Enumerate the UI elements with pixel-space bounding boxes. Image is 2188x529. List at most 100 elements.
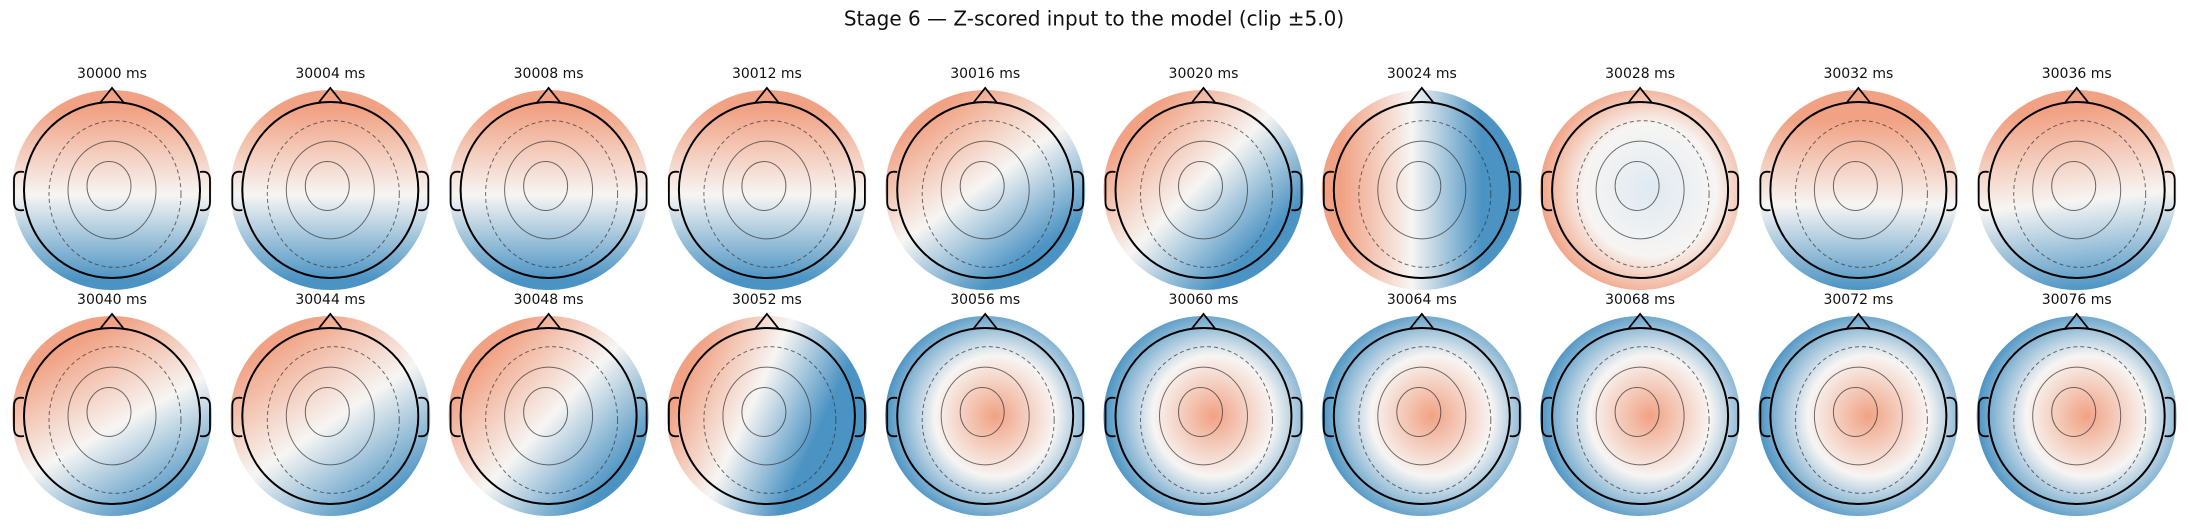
head-outline xyxy=(459,101,638,279)
head-outline xyxy=(1332,327,1511,505)
ear xyxy=(1322,396,1334,438)
contour-line xyxy=(2032,140,2122,240)
nose xyxy=(754,86,780,104)
topomap-field xyxy=(1103,90,1304,290)
contour-line xyxy=(959,161,1005,211)
topomap: 30012 ms xyxy=(666,66,867,290)
topomap: 30016 ms xyxy=(885,66,1086,290)
topomap-field xyxy=(1540,90,1741,290)
topomap-field xyxy=(1976,90,2177,290)
head-outline xyxy=(459,327,638,505)
contour-line xyxy=(1396,387,1442,437)
contour-line xyxy=(48,346,182,494)
head-outline xyxy=(1551,327,1730,505)
topomap-field xyxy=(448,90,649,290)
contour-line xyxy=(86,387,132,437)
topomap: 30076 ms xyxy=(1976,292,2177,516)
topomap: 30028 ms xyxy=(1540,66,1741,290)
contour-line xyxy=(1377,366,1467,466)
contour-line xyxy=(48,120,182,268)
ear xyxy=(13,396,25,438)
ear xyxy=(231,396,243,438)
contour-line xyxy=(1832,161,1878,211)
nose xyxy=(317,86,344,104)
nose xyxy=(972,312,998,330)
ear xyxy=(1291,170,1303,212)
contour-line xyxy=(1576,120,1710,268)
head-outline xyxy=(1114,101,1293,279)
head-outline xyxy=(241,327,420,505)
topomap-field xyxy=(12,316,212,516)
head-outline xyxy=(241,101,420,279)
topomap: 30004 ms xyxy=(230,66,431,290)
topomap-field xyxy=(1321,90,1522,290)
contour-line xyxy=(485,120,619,268)
topomap: 30000 ms xyxy=(12,66,212,290)
contour-line xyxy=(1396,161,1442,211)
nose xyxy=(1627,312,1653,330)
ear xyxy=(1322,170,1334,212)
ear xyxy=(199,170,211,212)
ear xyxy=(886,170,898,212)
head-outline xyxy=(1332,101,1511,279)
topomap: 30056 ms xyxy=(885,292,1086,516)
contour-line xyxy=(266,346,400,494)
topomap: 30064 ms xyxy=(1321,292,1522,516)
topomap-field xyxy=(12,90,212,290)
contour-line xyxy=(2032,366,2122,466)
contour-line xyxy=(2051,387,2097,437)
ear xyxy=(1073,170,1085,212)
contour-line xyxy=(1794,120,1928,268)
nose xyxy=(972,86,998,104)
ear xyxy=(418,170,430,212)
head-outline xyxy=(677,101,856,279)
contour-line xyxy=(959,387,1005,437)
ear xyxy=(668,396,680,438)
panel-label: 30032 ms xyxy=(1823,66,1893,82)
panel-label: 30040 ms xyxy=(77,292,147,308)
contour-line xyxy=(523,387,569,437)
head-outline xyxy=(1769,327,1948,505)
head-outline xyxy=(1987,101,2166,279)
contour-line xyxy=(1377,140,1467,240)
contour-line xyxy=(940,366,1030,466)
contour-line xyxy=(304,161,350,211)
panel-label: 30028 ms xyxy=(1605,66,1675,82)
contour-line xyxy=(1140,120,1273,268)
contour-line xyxy=(921,120,1055,268)
contour-line xyxy=(703,346,837,494)
ear xyxy=(668,170,680,212)
topomap: 30036 ms xyxy=(1976,66,2177,290)
ear xyxy=(1727,396,1739,438)
nose xyxy=(1409,86,1435,104)
head-outline xyxy=(896,327,1075,505)
ear xyxy=(449,170,461,212)
ear xyxy=(1509,396,1521,438)
contour-line xyxy=(1832,387,1878,437)
contour-line xyxy=(504,140,594,240)
panel-label: 30068 ms xyxy=(1605,292,1675,308)
ear xyxy=(1541,170,1553,212)
nose xyxy=(2063,312,2090,330)
head-outline xyxy=(677,327,856,505)
contour-line xyxy=(304,387,350,437)
ear xyxy=(886,396,898,438)
head-outline xyxy=(1551,101,1730,279)
nose xyxy=(535,86,562,104)
topomap-field xyxy=(885,90,1086,290)
topomap-field xyxy=(666,316,867,516)
contour-line xyxy=(1614,161,1660,211)
ear xyxy=(1509,170,1521,212)
ear xyxy=(418,396,430,438)
panel-label: 30020 ms xyxy=(1169,66,1239,82)
contour-line xyxy=(1140,346,1273,494)
nose xyxy=(1190,86,1217,104)
contour-line xyxy=(1813,366,1903,466)
ear xyxy=(636,170,648,212)
ear xyxy=(231,170,243,212)
topomap: 30008 ms xyxy=(448,66,649,290)
ear xyxy=(2164,170,2176,212)
contour-line xyxy=(523,161,569,211)
nose xyxy=(2063,86,2090,104)
figure-title: Stage 6 — Z-scored input to the model (c… xyxy=(844,7,1344,31)
